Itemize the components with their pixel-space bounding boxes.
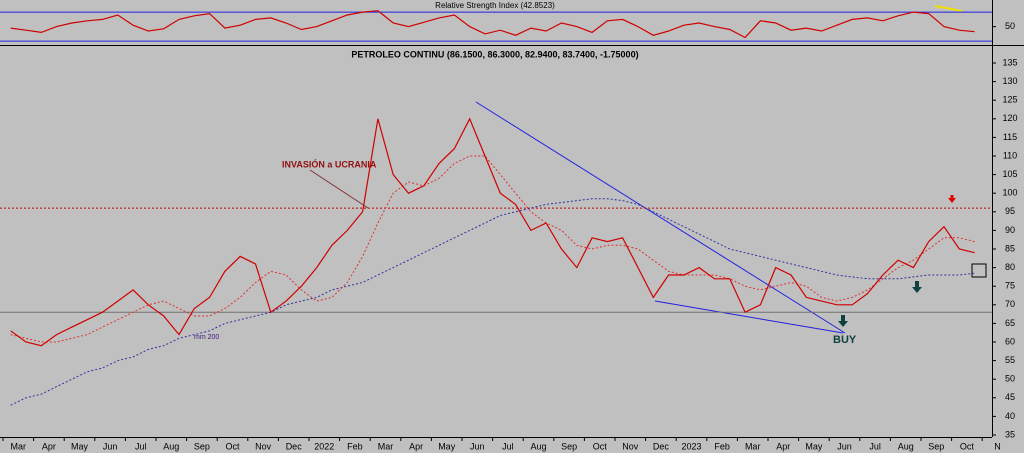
x-tick-label: May [438,441,456,451]
y-tick-label: 110 [1003,150,1017,160]
x-tick-label: Mar [745,441,761,451]
x-tick-label: Jul [869,441,881,451]
annotation: INVASIÓN a UCRANIA [282,158,377,169]
up-arrow [912,281,922,293]
price-line [10,10,975,39]
rsi-trend-line [934,5,963,12]
x-tick-label: May [71,441,89,451]
x-tick-label: Dec [286,441,303,451]
y-tick-label: 75 [1005,281,1015,291]
y-tick-label: 40 [1005,411,1015,421]
x-tick-label: Apr [42,441,56,451]
y-tick-label: 65 [1005,318,1015,328]
x-tick-label: Dec [653,441,670,451]
y-tick-label: 80 [1005,262,1015,272]
x-tick-label: Oct [960,441,975,451]
y-tick-label: 125 [1002,95,1017,105]
annotation: BUY [833,334,857,346]
x-tick-label: Aug [898,441,914,451]
y-tick-label: 120 [1002,113,1017,123]
x-tick-label: Jul [502,441,514,451]
x-tick-label: Aug [530,441,546,451]
x-tick-label: Nov [622,441,639,451]
y-tick-label: 115 [1003,132,1017,142]
price-line [10,117,975,347]
x-tick-label: 2022 [314,441,334,451]
x-tick-label: Apr [776,441,790,451]
x-tick-label: Jun [470,441,485,451]
x-tick-label: Feb [347,441,363,451]
x-tick-label: Jun [837,441,852,451]
y-tick-label: 50 [1005,374,1015,384]
x-tick-label: 2023 [681,441,701,451]
moving-average [10,155,975,343]
x-tick-label: Mar [11,441,27,451]
y-tick-label: 85 [1005,243,1015,253]
x-tick-label: Mar [378,441,394,451]
x-tick-label: Aug [163,441,179,451]
y-tick-label: 60 [1005,336,1015,346]
y-tick-label: 55 [1005,355,1015,365]
y-tick-label: 130 [1002,76,1017,86]
x-tick-label: Sep [194,441,210,451]
y-tick-label: 135 [1002,57,1017,67]
x-tick-label: Feb [714,441,730,451]
y-tick-label: 50 [1005,21,1015,31]
moving-average [10,198,975,406]
x-tick-label: Oct [593,441,608,451]
annotation: mm 200 [194,334,219,341]
y-tick-label: 70 [1005,299,1015,309]
rsi-title: Relative Strength Index (42.8523) [435,1,555,10]
trend-line [475,101,846,334]
y-tick-label: 35 [1005,429,1015,439]
y-tick-label: 100 [1002,188,1017,198]
marker-box [971,263,987,278]
x-tick-label: N [994,441,1001,451]
x-tick-label: Apr [409,441,423,451]
y-tick-label: 105 [1002,169,1017,179]
chart-title: PETROLEO CONTINU (86.1500, 86.3000, 82.9… [351,49,638,59]
x-tick-label: Sep [928,441,944,451]
trend-line [654,300,844,334]
x-tick-label: Sep [561,441,577,451]
down-arrow [948,195,956,203]
x-tick-label: Jul [135,441,147,451]
x-tick-label: May [805,441,823,451]
x-tick-label: Jun [103,441,118,451]
y-tick-label: 45 [1005,392,1015,402]
buy-arrow [838,315,848,327]
y-tick-label: 95 [1005,206,1015,216]
x-tick-label: Nov [255,441,272,451]
y-tick-label: 90 [1005,225,1015,235]
x-tick-label: Oct [225,441,240,451]
annotation-pointer [309,169,369,209]
